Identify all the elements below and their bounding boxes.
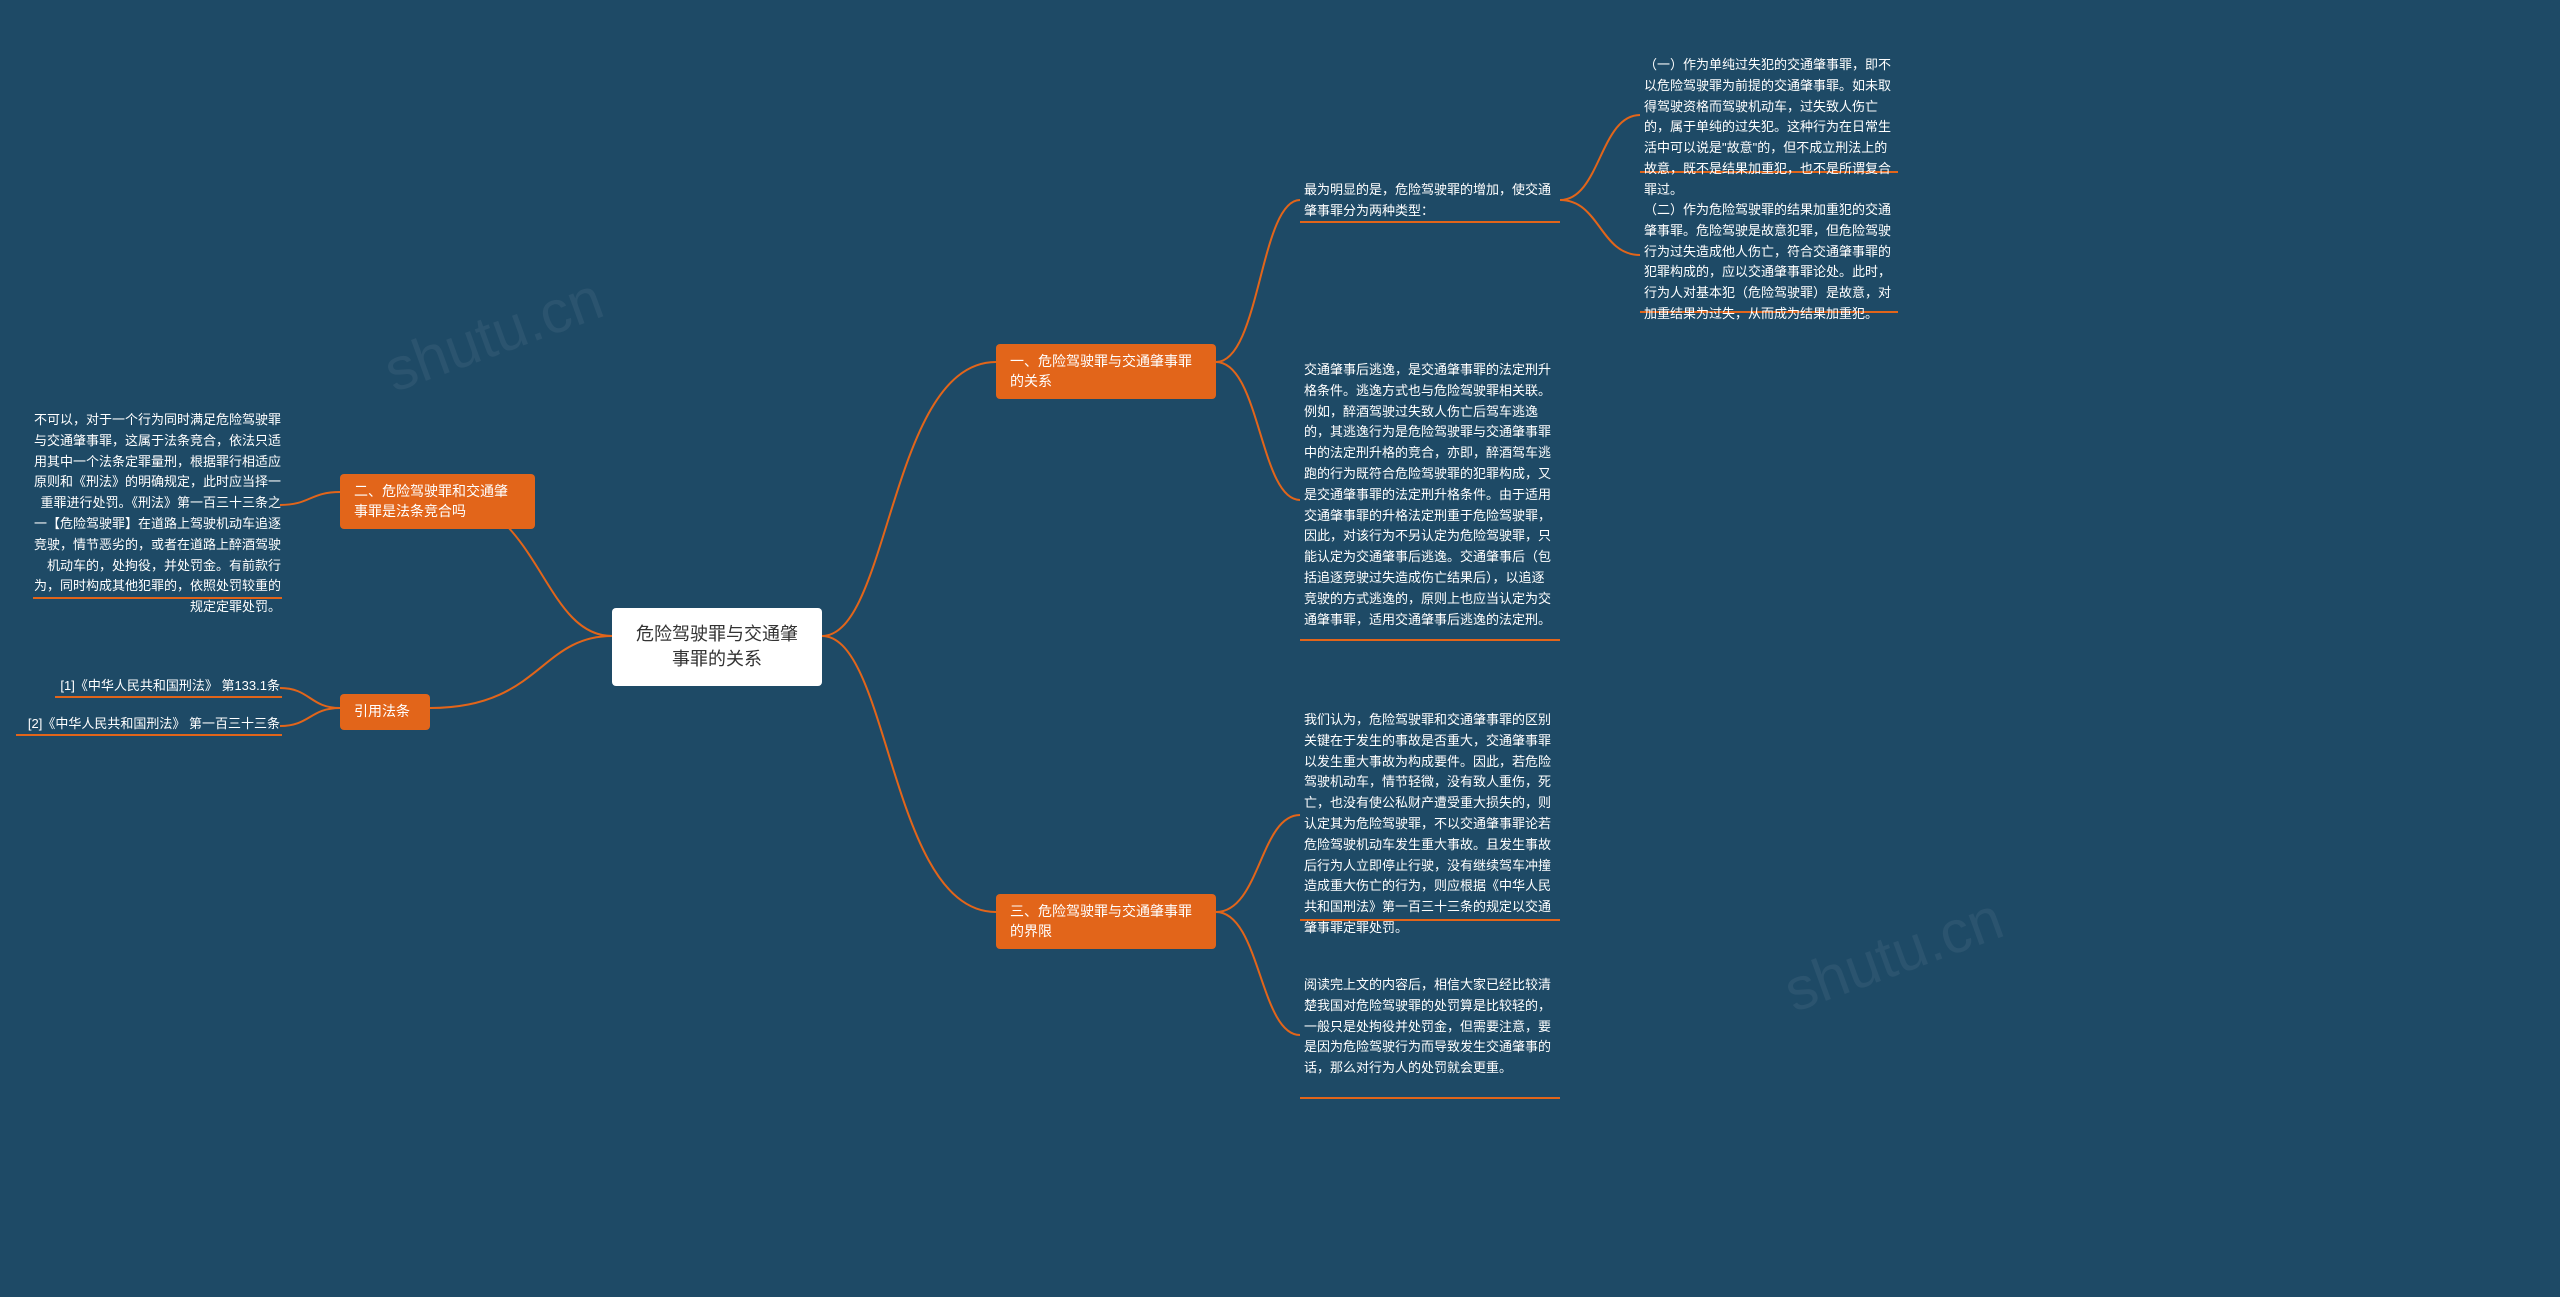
connectors [0,0,2560,1297]
watermark: shutu.cn [375,263,612,405]
leaf-3a: 我们认为，危险驾驶罪和交通肇事罪的区别关键在于发生的事故是否重大，交通肇事罪以发… [1300,710,1560,939]
leaf-4a: [1]《中华人民共和国刑法》 第133.1条 [52,676,284,697]
watermark: shutu.cn [1775,883,2012,1025]
branch-3[interactable]: 三、危险驾驶罪与交通肇事罪的界限 [996,894,1216,949]
leaf-1a2: （二）作为危险驾驶罪的结果加重犯的交通肇事罪。危险驾驶是故意犯罪，但危险驾驶行为… [1640,200,1898,325]
leaf-1b: 交通肇事后逃逸，是交通肇事罪的法定刑升格条件。逃逸方式也与危险驾驶罪相关联。例如… [1300,360,1560,630]
branch-4[interactable]: 引用法条 [340,694,430,730]
leaf-3b: 阅读完上文的内容后，相信大家已经比较清楚我国对危险驾驶罪的处罚算是比较轻的，一般… [1300,975,1560,1079]
root-node[interactable]: 危险驾驶罪与交通肇事罪的关系 [612,608,822,686]
leaf-4b: [2]《中华人民共和国刑法》 第一百三十三条 [12,714,284,735]
leaf-1a: 最为明显的是，危险驾驶罪的增加，使交通肇事罪分为两种类型： [1300,180,1560,222]
branch-1[interactable]: 一、危险驾驶罪与交通肇事罪的关系 [996,344,1216,399]
leaf-1a1: （一）作为单纯过失犯的交通肇事罪，即不以危险驾驶罪为前提的交通肇事罪。如未取得驾… [1640,55,1898,201]
leaf-2a: 不可以，对于一个行为同时满足危险驾驶罪与交通肇事罪，这属于法条竞合，依法只适用其… [30,410,285,618]
branch-2[interactable]: 二、危险驾驶罪和交通肇事罪是法条竞合吗 [340,474,535,529]
